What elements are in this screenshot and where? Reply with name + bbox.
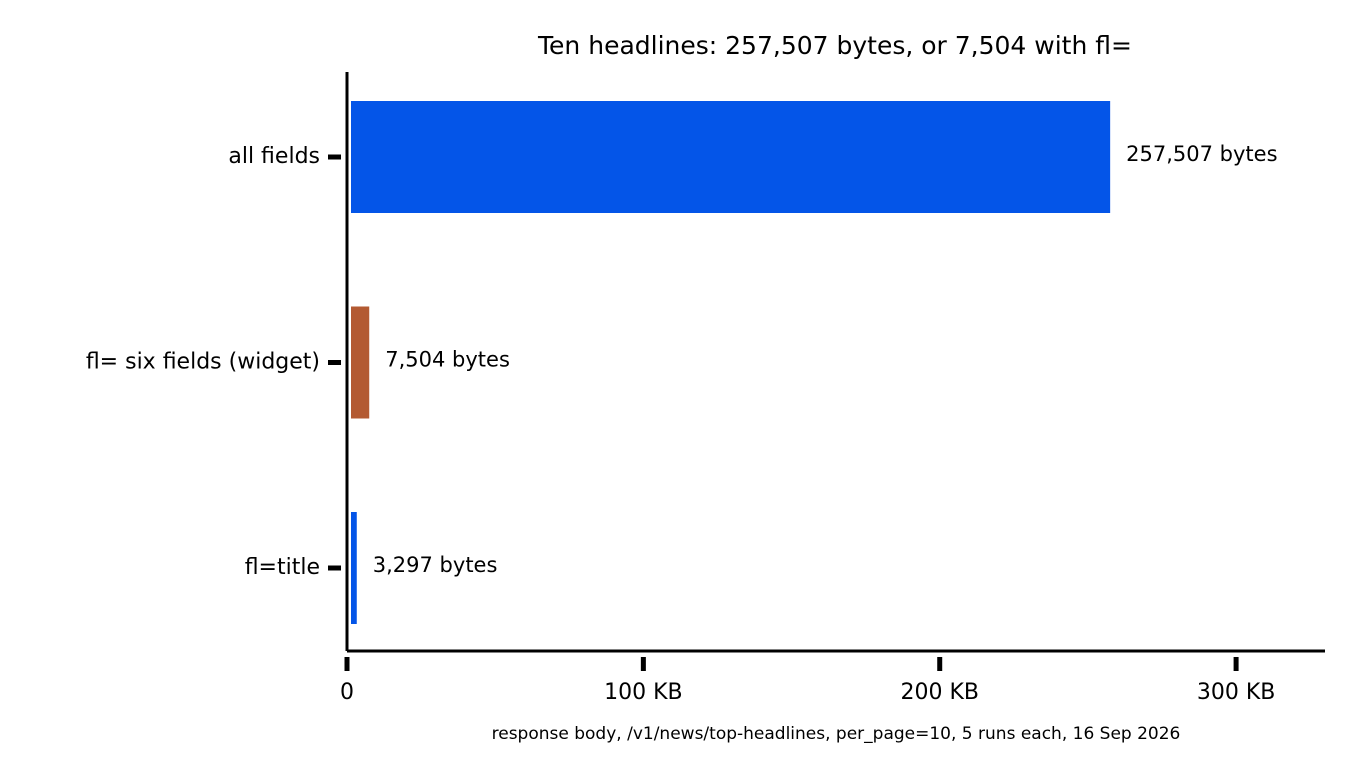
x-tick-label: 0: [340, 680, 354, 705]
bar: [351, 306, 370, 419]
x-tick-label: 200 KB: [900, 680, 979, 705]
y-tick-label: all fields: [228, 144, 320, 169]
value-label: 3,297 bytes: [373, 553, 498, 577]
bar: [351, 512, 357, 624]
y-tick-label: fl= six fields (widget): [86, 350, 320, 375]
chart-title: Ten headlines: 257,507 bytes, or 7,504 w…: [537, 31, 1132, 60]
y-tick-label: fl=title: [245, 555, 320, 580]
value-label: 257,507 bytes: [1126, 142, 1277, 166]
value-label: 7,504 bytes: [385, 348, 510, 372]
x-tick-label: 300 KB: [1197, 680, 1276, 705]
x-tick-label: 100 KB: [604, 680, 683, 705]
bar: [351, 101, 1111, 213]
x-axis-label: response body, /v1/news/top-headlines, p…: [492, 724, 1181, 744]
